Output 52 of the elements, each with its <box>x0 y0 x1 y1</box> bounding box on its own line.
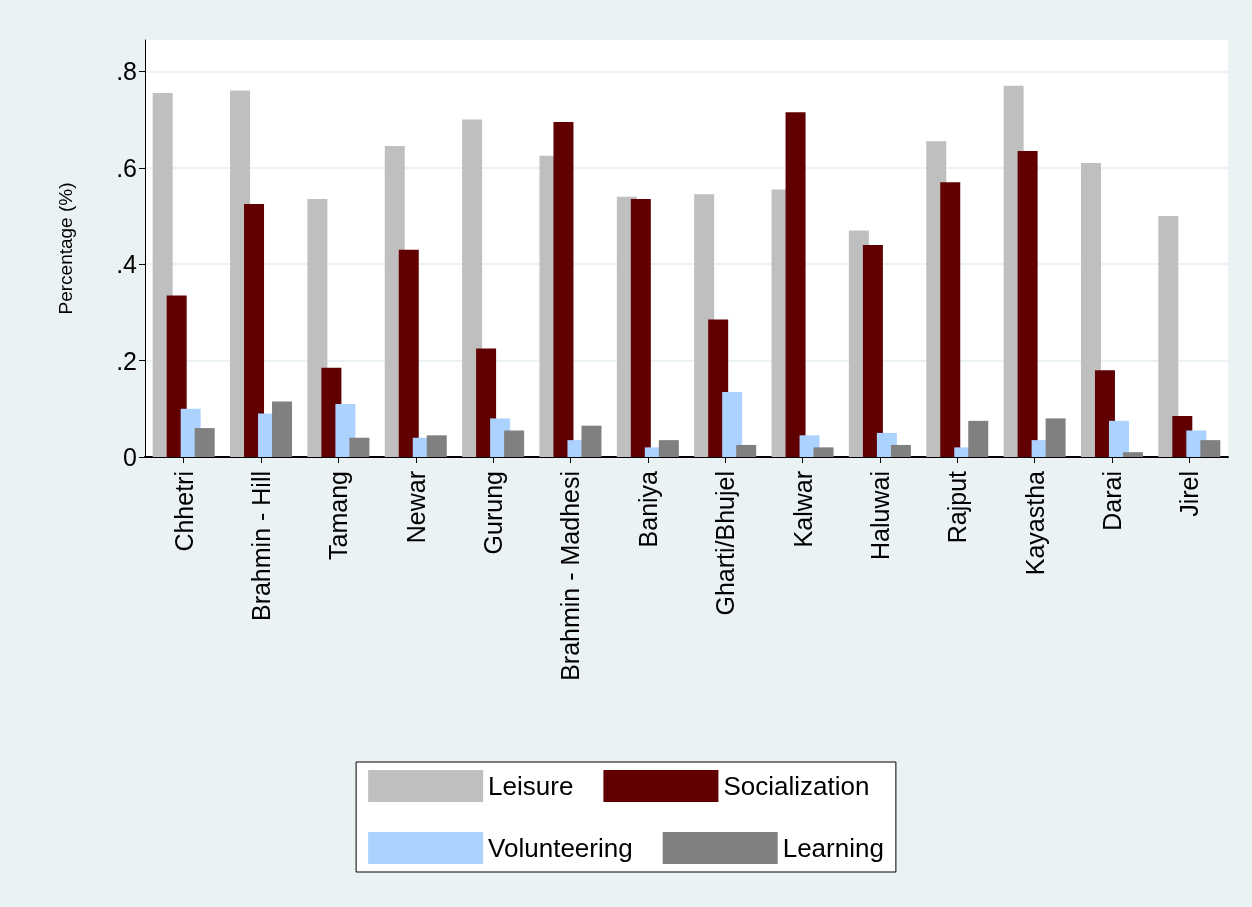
x-tick-label: Rajput <box>943 470 972 544</box>
x-tick-label: Gurung <box>479 471 508 555</box>
y-tick-label: .6 <box>116 153 137 182</box>
bar <box>426 435 447 457</box>
bar <box>722 391 743 457</box>
x-tick-label: Darai <box>1097 471 1126 531</box>
bar <box>658 440 679 457</box>
x-tick-label: Kalwar <box>788 471 817 548</box>
bar <box>1017 150 1038 457</box>
x-tick-label: Brahmin - Hill <box>247 471 276 622</box>
bar <box>862 244 883 457</box>
bar <box>1080 162 1101 457</box>
legend-label: Socialization <box>723 771 870 801</box>
bar <box>1158 215 1179 457</box>
bar <box>785 112 806 457</box>
legend-label: Learning <box>782 833 884 863</box>
legend-label: Volunteering <box>488 833 633 863</box>
y-tick-label: .4 <box>116 250 138 279</box>
bar <box>194 428 215 457</box>
x-tick-label: Jirel <box>1175 471 1204 517</box>
bar <box>1045 418 1066 457</box>
bar <box>504 430 525 457</box>
bar <box>968 420 989 457</box>
bar <box>940 182 961 457</box>
bar <box>462 119 483 457</box>
bar <box>1122 452 1143 457</box>
bar <box>272 401 293 457</box>
bar <box>890 444 911 457</box>
bar <box>813 447 834 457</box>
x-tick-label: Kayastha <box>1020 470 1049 576</box>
x-tick-label: Gharti/Bhujel <box>711 471 740 616</box>
bar <box>553 121 574 457</box>
y-axis-title: Percentage (%) <box>55 182 76 315</box>
bar <box>349 437 370 457</box>
bar <box>166 295 187 457</box>
x-tick-label: Brahmin - Madhesi <box>556 471 585 681</box>
bar <box>398 249 419 457</box>
bar <box>244 203 265 457</box>
x-tick-label: Tamang <box>324 471 353 560</box>
x-tick-label: Baniya <box>633 470 662 548</box>
bar <box>736 444 757 457</box>
x-tick-label: Newar <box>401 471 430 544</box>
x-tick-label: Chhetri <box>169 471 198 552</box>
y-tick-label: .8 <box>116 57 137 86</box>
legend-label: Leisure <box>488 771 574 801</box>
y-tick-label: 0 <box>123 443 137 471</box>
bar <box>630 199 651 457</box>
bar <box>581 425 602 457</box>
y-tick-label: .2 <box>116 346 137 375</box>
x-tick-label: Haluwai <box>865 471 894 560</box>
bar <box>1108 420 1129 457</box>
bar <box>1200 440 1221 457</box>
